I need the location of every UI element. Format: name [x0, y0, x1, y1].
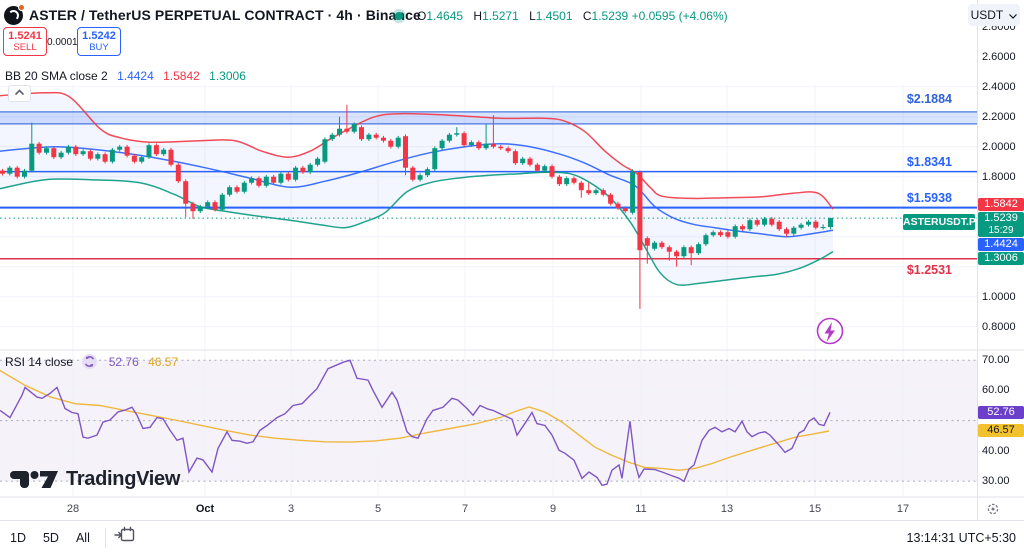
- symbol-logo-icon[interactable]: [4, 4, 25, 25]
- close-value: 1.5239: [591, 9, 629, 23]
- logo-dot-icon: [18, 4, 25, 11]
- price-axis-label: 2.4000: [982, 80, 1016, 93]
- time-axis-settings-icon[interactable]: [986, 502, 1000, 521]
- spread-value: 0.0001: [47, 37, 78, 48]
- date-tick-label: 5: [374, 503, 382, 515]
- refresh-icon[interactable]: [82, 354, 98, 369]
- date-tick-label: 17: [896, 503, 910, 515]
- rsi-axis-label: 70.00: [982, 354, 1010, 367]
- high-label: H: [473, 9, 483, 23]
- bb-basis-axis-badge: 1.4424: [978, 238, 1024, 251]
- collapse-pane-button[interactable]: [8, 85, 31, 102]
- last-price-value: 1.5239: [984, 212, 1018, 224]
- rsi-legend-label[interactable]: RSI 14 close: [5, 355, 74, 369]
- date-tick-label: 28: [66, 503, 80, 515]
- buy-price: 1.5242: [82, 30, 116, 42]
- bb-upper-value: 1.5842: [163, 69, 200, 83]
- rsi-axis-label: 30.00: [982, 475, 1010, 488]
- price-axis-label: 2.0000: [982, 140, 1016, 153]
- bb-legend-label[interactable]: BB 20 SMA close 2: [5, 69, 108, 83]
- date-tick-label: 9: [549, 503, 557, 515]
- date-tick-label: Oct: [195, 503, 215, 515]
- bb-indicator-legend[interactable]: BB 20 SMA close 2 1.4424 1.5842 1.3006: [5, 69, 246, 83]
- symbol-title[interactable]: ASTER / TetherUS PERPETUAL CONTRACT · 4h…: [29, 7, 421, 23]
- buy-label: BUY: [89, 42, 109, 53]
- close-label: C: [582, 9, 592, 23]
- tradingview-watermark: TradingView: [10, 468, 180, 491]
- price-axis-label: 2.6000: [982, 50, 1016, 63]
- range-button-5d[interactable]: 5D: [42, 530, 59, 545]
- price-axis-label: 1.8000: [982, 170, 1016, 183]
- bb-upper-axis-badge: 1.5842: [978, 198, 1024, 211]
- rsi-axis-label: 40.00: [982, 444, 1010, 457]
- date-tick-label: 13: [720, 503, 734, 515]
- rsi-indicator-legend[interactable]: RSI 14 close 52.76 46.57: [5, 354, 178, 369]
- bb-lower-axis-badge: 1.3006: [978, 252, 1024, 265]
- price-level-label[interactable]: $1.8341: [906, 155, 952, 169]
- sell-label: SELL: [13, 42, 37, 53]
- symbol-price-line-badge: ASTERUSDT.P: [903, 214, 976, 230]
- rsi-axis-label: 60.00: [982, 384, 1010, 397]
- sell-button[interactable]: 1.5241 SELL: [3, 27, 47, 56]
- rsi-ma-axis-badge: 46.57: [978, 424, 1024, 437]
- currency-dropdown-button[interactable]: USDT: [968, 4, 1020, 26]
- bb-basis-value: 1.4424: [117, 69, 154, 83]
- low-value: 1.4501: [535, 9, 573, 23]
- open-value: 1.4645: [426, 9, 464, 23]
- bar-countdown: 15:29: [988, 225, 1014, 236]
- rsi-ma-value: 46.57: [148, 355, 179, 369]
- date-tick-label: 15: [808, 503, 822, 515]
- low-label: L: [529, 9, 536, 23]
- last-price-axis-badge: 1.5239 15:29: [978, 212, 1024, 237]
- rsi-value: 52.76: [108, 355, 139, 369]
- ohlc-values: O1.4645 H1.5271 L1.4501 C1.5239 +0.0595 …: [417, 9, 728, 23]
- range-button-all[interactable]: All: [75, 530, 90, 545]
- price-level-label[interactable]: $1.2531: [906, 263, 952, 277]
- quick-trade-bolt-icon[interactable]: [816, 317, 844, 345]
- price-level-label[interactable]: $1.5938: [906, 191, 952, 205]
- buy-button[interactable]: 1.5242 BUY: [77, 27, 121, 56]
- date-tick-label: 11: [635, 503, 647, 515]
- chevron-up-icon: [15, 89, 24, 95]
- bottom-toolbar: 1D 5D All 13:14:31 UTC+5:30: [0, 521, 1024, 554]
- price-level-label[interactable]: $2.1884: [906, 92, 952, 106]
- high-value: 1.5271: [482, 9, 519, 23]
- rsi-axis-badge: 52.76: [978, 406, 1024, 419]
- date-tick-label: 7: [461, 503, 469, 515]
- price-axis-label: 0.8000: [982, 320, 1016, 333]
- watermark-text: TradingView: [66, 468, 181, 490]
- market-status-icon[interactable]: [392, 9, 406, 23]
- price-axis-label: 2.2000: [982, 110, 1016, 123]
- tradingview-logo-icon: [10, 470, 58, 488]
- logo-swirl-icon: [8, 10, 19, 21]
- toolbar-divider: [104, 527, 106, 548]
- date-tick-label: 3: [287, 503, 295, 515]
- chevron-down-icon: [1009, 14, 1018, 19]
- change-value: +0.0595 (+4.06%): [631, 9, 728, 23]
- sell-price: 1.5241: [8, 30, 42, 42]
- range-button-1d[interactable]: 1D: [10, 530, 26, 545]
- open-label: O: [417, 9, 427, 23]
- price-axis-label: 1.0000: [982, 290, 1016, 303]
- currency-label: USDT: [970, 8, 1004, 22]
- clock-timezone-button[interactable]: 13:14:31 UTC+5:30: [906, 530, 1016, 545]
- go-to-date-icon[interactable]: [114, 526, 136, 549]
- bb-lower-value: 1.3006: [209, 69, 246, 83]
